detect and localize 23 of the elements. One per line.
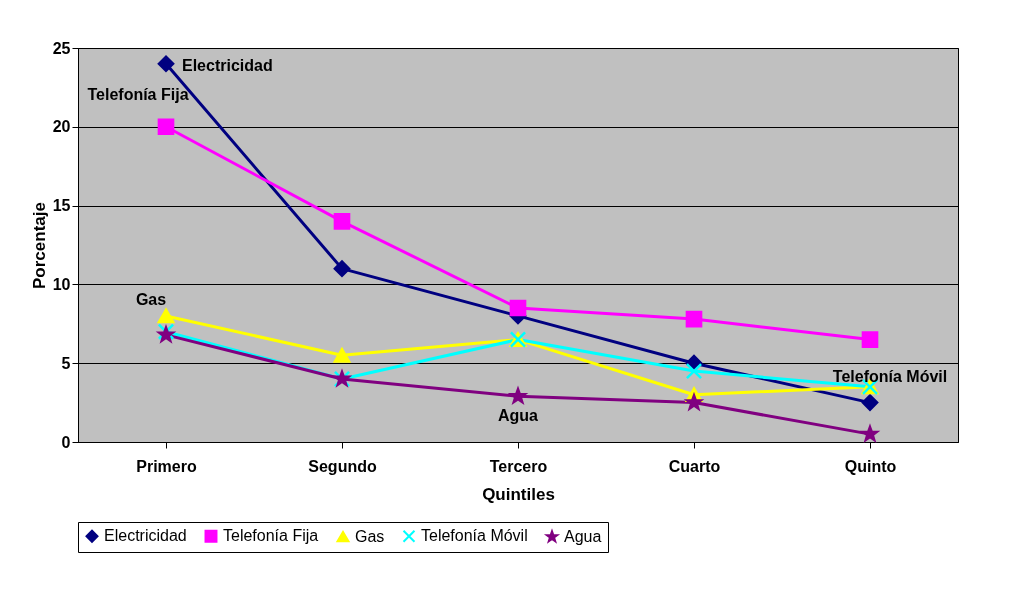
legend-label: Gas bbox=[355, 527, 385, 545]
x-tick-label: Segundo bbox=[308, 457, 377, 475]
x-tick-label: Primero bbox=[136, 457, 197, 475]
text: Telefonía Móvil bbox=[832, 367, 948, 385]
legend-label: Telefonía Móvil bbox=[421, 527, 528, 545]
legend-label: Electricidad bbox=[104, 527, 187, 545]
legend-label: Agua bbox=[564, 527, 602, 545]
text: Telefonía Fija bbox=[87, 85, 189, 103]
text: Agua bbox=[498, 407, 538, 425]
y-tick-label: 20 bbox=[52, 118, 71, 136]
x-axis-title: Quintiles bbox=[482, 484, 555, 504]
text: Electricidad bbox=[182, 56, 273, 74]
y-axis-title: Porcentaje bbox=[29, 202, 49, 289]
x-tick-label: Cuarto bbox=[668, 457, 721, 475]
y-tick-label: 0 bbox=[61, 433, 71, 451]
x-tick-label: Quinto bbox=[844, 457, 897, 475]
y-tick-label: 25 bbox=[52, 39, 71, 57]
legend-label: Telefonía Fija bbox=[223, 527, 319, 545]
text: Gas bbox=[135, 290, 167, 308]
y-tick-label: 15 bbox=[52, 197, 71, 215]
y-tick-label: 5 bbox=[61, 354, 71, 372]
x-tick-label: Tercero bbox=[489, 457, 548, 475]
y-tick-label: 10 bbox=[52, 275, 71, 293]
